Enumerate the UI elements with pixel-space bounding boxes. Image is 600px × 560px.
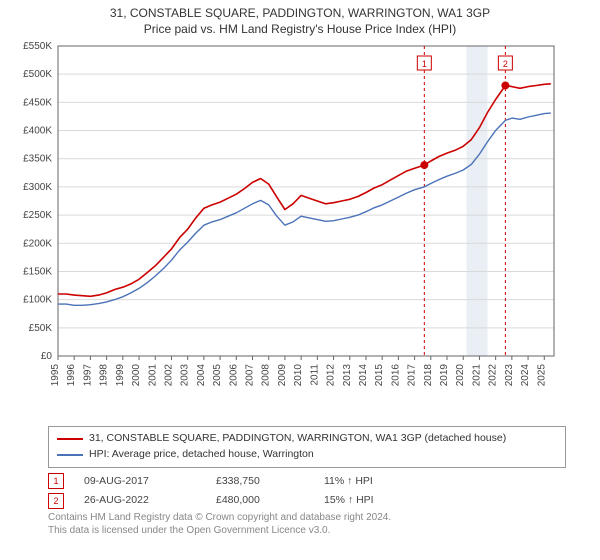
svg-text:2023: 2023 <box>504 364 515 387</box>
svg-text:2009: 2009 <box>277 364 288 387</box>
sale-price: £480,000 <box>216 491 324 511</box>
svg-text:2016: 2016 <box>390 364 401 387</box>
legend: 31, CONSTABLE SQUARE, PADDINGTON, WARRIN… <box>48 426 566 468</box>
svg-text:2001: 2001 <box>147 364 158 387</box>
svg-text:2003: 2003 <box>180 364 191 387</box>
svg-text:£250K: £250K <box>23 210 52 221</box>
svg-text:2024: 2024 <box>520 364 531 387</box>
svg-text:£150K: £150K <box>23 266 52 277</box>
svg-text:2013: 2013 <box>342 364 353 387</box>
legend-item: 31, CONSTABLE SQUARE, PADDINGTON, WARRIN… <box>57 431 557 447</box>
svg-text:2021: 2021 <box>471 364 482 387</box>
legend-label: HPI: Average price, detached house, Warr… <box>89 447 314 463</box>
sale-date: 26-AUG-2022 <box>84 491 216 511</box>
svg-text:2015: 2015 <box>374 364 385 387</box>
svg-text:£450K: £450K <box>23 97 52 108</box>
svg-text:£50K: £50K <box>29 323 53 334</box>
svg-text:1995: 1995 <box>50 364 61 387</box>
svg-text:2012: 2012 <box>326 364 337 387</box>
svg-text:£350K: £350K <box>23 154 52 165</box>
svg-text:£0: £0 <box>41 351 53 362</box>
svg-text:1996: 1996 <box>66 364 77 387</box>
svg-text:2010: 2010 <box>293 364 304 387</box>
svg-text:£100K: £100K <box>23 295 52 306</box>
sale-price: £338,750 <box>216 472 324 492</box>
svg-text:£300K: £300K <box>23 182 52 193</box>
sale-row: 2 26-AUG-2022£480,00015% ↑ HPI <box>48 491 566 511</box>
sale-diff: 15% ↑ HPI <box>324 491 566 511</box>
svg-text:2000: 2000 <box>131 364 142 387</box>
svg-text:£550K: £550K <box>23 41 52 52</box>
svg-text:2004: 2004 <box>196 364 207 387</box>
license-line-2: This data is licensed under the Open Gov… <box>48 524 566 537</box>
sale-row: 1 09-AUG-2017£338,75011% ↑ HPI <box>48 472 566 492</box>
license-line-1: Contains HM Land Registry data © Crown c… <box>48 511 566 524</box>
svg-text:2014: 2014 <box>358 364 369 387</box>
svg-text:1998: 1998 <box>99 364 110 387</box>
svg-text:1997: 1997 <box>82 364 93 387</box>
svg-text:1999: 1999 <box>115 364 126 387</box>
sale-diff: 11% ↑ HPI <box>324 472 566 492</box>
license-notice: Contains HM Land Registry data © Crown c… <box>48 511 566 537</box>
chart-title: 31, CONSTABLE SQUARE, PADDINGTON, WARRIN… <box>0 0 600 20</box>
svg-text:2020: 2020 <box>455 364 466 387</box>
sale-badge: 1 <box>48 473 64 489</box>
svg-text:2019: 2019 <box>439 364 450 387</box>
svg-text:2006: 2006 <box>228 364 239 387</box>
svg-text:1: 1 <box>422 59 427 69</box>
svg-text:2005: 2005 <box>212 364 223 387</box>
legend-label: 31, CONSTABLE SQUARE, PADDINGTON, WARRIN… <box>89 431 506 447</box>
svg-text:£200K: £200K <box>23 238 52 249</box>
svg-text:£400K: £400K <box>23 126 52 137</box>
chart-subtitle: Price paid vs. HM Land Registry's House … <box>0 20 600 40</box>
svg-text:2008: 2008 <box>261 364 272 387</box>
legend-item: HPI: Average price, detached house, Warr… <box>57 447 557 463</box>
svg-text:2: 2 <box>503 59 508 69</box>
legend-swatch <box>57 454 83 456</box>
svg-text:2011: 2011 <box>309 364 320 386</box>
svg-text:£500K: £500K <box>23 69 52 80</box>
line-chart: £0 £50K £100K £150K £200K £250K £300K £350K £400… <box>6 40 568 420</box>
sale-badge: 2 <box>48 493 64 509</box>
svg-text:2017: 2017 <box>407 364 418 387</box>
sales-table: 1 09-AUG-2017£338,75011% ↑ HPI 2 26-AUG-202… <box>48 472 566 512</box>
svg-text:2007: 2007 <box>245 364 256 387</box>
sale-date: 09-AUG-2017 <box>84 472 216 492</box>
legend-swatch <box>57 438 83 440</box>
svg-text:2018: 2018 <box>423 364 434 387</box>
svg-text:2025: 2025 <box>536 364 547 387</box>
svg-text:2002: 2002 <box>163 364 174 387</box>
svg-text:2022: 2022 <box>488 364 499 387</box>
